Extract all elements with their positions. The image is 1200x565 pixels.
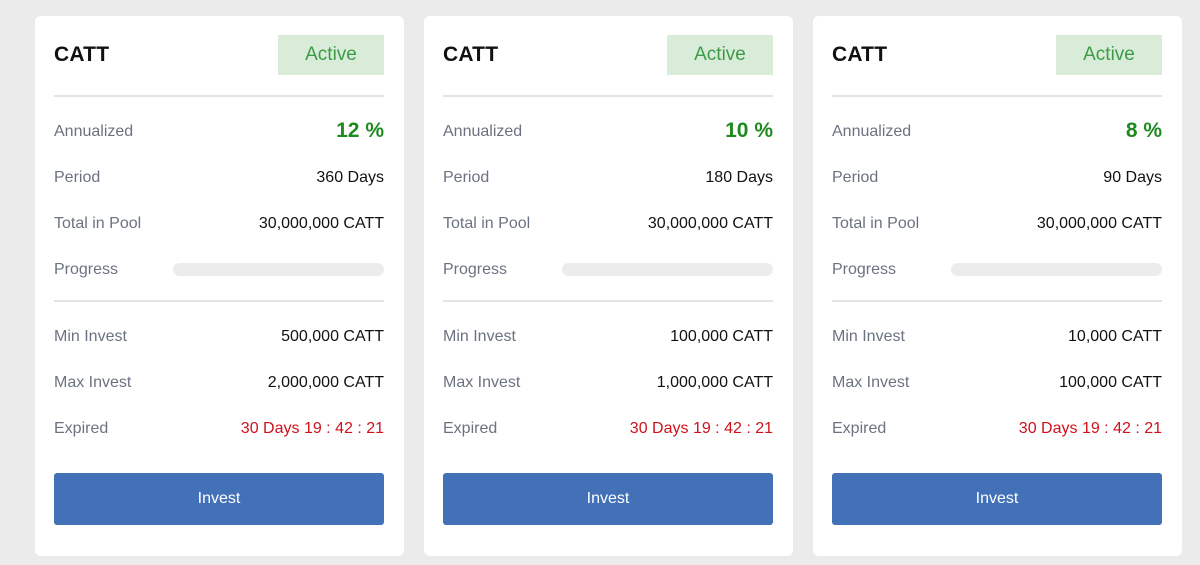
progress-row: Progress — [832, 257, 1162, 283]
progress-row: Progress — [54, 257, 384, 283]
expired-label: Expired — [443, 420, 498, 437]
status-badge: Active — [1056, 35, 1162, 75]
annualized-row: Annualized 8 % — [832, 119, 1162, 145]
min-invest-row: Min Invest 10,000 CATT — [832, 324, 1162, 350]
expired-countdown: 30 Days 19 : 42 : 21 — [1018, 420, 1162, 437]
expired-label: Expired — [54, 420, 109, 437]
card-header: CATT Active — [832, 35, 1162, 75]
progress-bar — [173, 263, 384, 276]
progress-row: Progress — [443, 257, 773, 283]
progress-label: Progress — [443, 261, 508, 278]
card-title: CATT — [443, 43, 499, 66]
period-row: Period 90 Days — [832, 165, 1162, 191]
card-header: CATT Active — [54, 35, 384, 75]
divider — [443, 300, 773, 302]
pool-card: CATT Active Annualized 10 % Period 180 D… — [424, 16, 793, 556]
divider — [832, 300, 1162, 302]
period-row: Period 360 Days — [54, 165, 384, 191]
max-invest-label: Max Invest — [54, 374, 132, 391]
card-header: CATT Active — [443, 35, 773, 75]
progress-label: Progress — [832, 261, 897, 278]
min-invest-label: Min Invest — [54, 328, 127, 345]
card-title: CATT — [54, 43, 110, 66]
min-invest-label: Min Invest — [443, 328, 516, 345]
annualized-value: 8 % — [1125, 119, 1162, 142]
min-invest-value: 500,000 CATT — [281, 328, 384, 345]
expired-row: Expired 30 Days 19 : 42 : 21 — [443, 416, 773, 442]
card-title: CATT — [832, 43, 888, 66]
pool-label: Total in Pool — [832, 215, 920, 232]
period-label: Period — [54, 169, 101, 186]
min-invest-value: 10,000 CATT — [1068, 328, 1162, 345]
max-invest-label: Max Invest — [443, 374, 521, 391]
expired-label: Expired — [832, 420, 887, 437]
annualized-label: Annualized — [443, 123, 523, 140]
pool-value: 30,000,000 CATT — [647, 215, 773, 232]
max-invest-row: Max Invest 100,000 CATT — [832, 370, 1162, 396]
annualized-value: 12 % — [336, 119, 384, 142]
pool-card: CATT Active Annualized 12 % Period 360 D… — [35, 16, 404, 556]
period-value: 360 Days — [316, 169, 384, 186]
pool-row: Total in Pool 30,000,000 CATT — [54, 211, 384, 237]
expired-row: Expired 30 Days 19 : 42 : 21 — [54, 416, 384, 442]
expired-countdown: 30 Days 19 : 42 : 21 — [629, 420, 773, 437]
min-invest-label: Min Invest — [832, 328, 905, 345]
max-invest-value: 100,000 CATT — [1059, 374, 1162, 391]
invest-button[interactable]: Invest — [832, 473, 1162, 525]
pool-label: Total in Pool — [443, 215, 531, 232]
progress-bar — [951, 263, 1162, 276]
pool-row: Total in Pool 30,000,000 CATT — [832, 211, 1162, 237]
period-label: Period — [832, 169, 879, 186]
expired-countdown: 30 Days 19 : 42 : 21 — [240, 420, 384, 437]
period-value: 90 Days — [1103, 169, 1162, 186]
invest-button[interactable]: Invest — [443, 473, 773, 525]
max-invest-row: Max Invest 1,000,000 CATT — [443, 370, 773, 396]
max-invest-value: 2,000,000 CATT — [267, 374, 384, 391]
period-row: Period 180 Days — [443, 165, 773, 191]
expired-row: Expired 30 Days 19 : 42 : 21 — [832, 416, 1162, 442]
invest-button[interactable]: Invest — [54, 473, 384, 525]
status-badge: Active — [667, 35, 773, 75]
divider — [54, 95, 384, 97]
pool-label: Total in Pool — [54, 215, 142, 232]
pool-card: CATT Active Annualized 8 % Period 90 Day… — [813, 16, 1182, 556]
progress-bar — [562, 263, 773, 276]
min-invest-row: Min Invest 500,000 CATT — [54, 324, 384, 350]
annualized-label: Annualized — [54, 123, 134, 140]
annualized-row: Annualized 10 % — [443, 119, 773, 145]
divider — [832, 95, 1162, 97]
divider — [54, 300, 384, 302]
annualized-label: Annualized — [832, 123, 912, 140]
period-label: Period — [443, 169, 490, 186]
min-invest-value: 100,000 CATT — [670, 328, 773, 345]
pool-row: Total in Pool 30,000,000 CATT — [443, 211, 773, 237]
status-badge: Active — [278, 35, 384, 75]
max-invest-row: Max Invest 2,000,000 CATT — [54, 370, 384, 396]
pool-value: 30,000,000 CATT — [1036, 215, 1162, 232]
annualized-row: Annualized 12 % — [54, 119, 384, 145]
max-invest-label: Max Invest — [832, 374, 910, 391]
progress-label: Progress — [54, 261, 119, 278]
max-invest-value: 1,000,000 CATT — [656, 374, 773, 391]
period-value: 180 Days — [705, 169, 773, 186]
min-invest-row: Min Invest 100,000 CATT — [443, 324, 773, 350]
divider — [443, 95, 773, 97]
pool-value: 30,000,000 CATT — [258, 215, 384, 232]
annualized-value: 10 % — [725, 119, 773, 142]
